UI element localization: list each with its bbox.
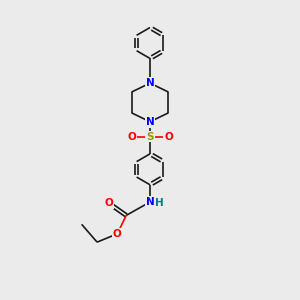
Text: O: O: [164, 132, 173, 142]
Text: O: O: [104, 198, 113, 208]
Text: O: O: [127, 132, 136, 142]
Text: N: N: [146, 117, 154, 127]
Text: N: N: [146, 197, 154, 207]
Text: N: N: [146, 78, 154, 88]
Text: H: H: [154, 198, 163, 208]
Text: O: O: [113, 229, 122, 239]
Text: S: S: [146, 132, 154, 142]
